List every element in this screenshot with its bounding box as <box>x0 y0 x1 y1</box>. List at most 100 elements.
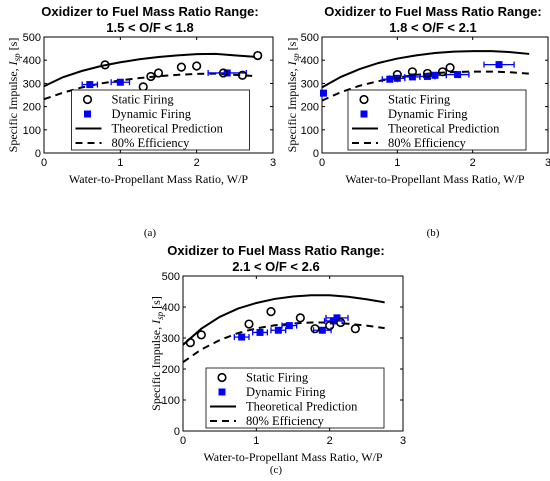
y-tick-label: 100 <box>23 125 41 137</box>
y-tick-label: 100 <box>162 395 180 407</box>
chart-title-line-2: 2.1 < O/F < 2.6 <box>232 259 319 274</box>
y-axis-label: Specific Impulse, Isp [s] <box>285 38 301 153</box>
static-firing-point <box>422 68 433 79</box>
static-firing-point <box>445 63 455 73</box>
static-firing-point <box>407 67 418 77</box>
x-tick-label: 2 <box>194 157 200 169</box>
legend-static-marker <box>359 94 369 105</box>
static-firing-point <box>437 67 448 77</box>
static-firing-point <box>153 68 164 78</box>
series-lines <box>322 50 530 102</box>
x-tick-label: 0 <box>319 157 325 169</box>
static-firing-point <box>237 70 248 80</box>
dynamic-firing-point <box>318 326 326 334</box>
legend-static-marker <box>217 372 227 383</box>
x-tick-label: 0 <box>180 435 186 447</box>
dynamic-firing-point <box>320 89 328 97</box>
x-tick-label: 1 <box>253 435 259 447</box>
y-axis-label-sub: sp <box>12 53 22 62</box>
y-tick-label: 200 <box>23 102 41 114</box>
dynamic-firing-point <box>408 73 416 81</box>
dynamic-firing-point <box>431 71 439 79</box>
x-axis-label: Water-to-Propellant Mass Ratio, W/P <box>345 172 525 186</box>
y-tick-label: 500 <box>301 32 319 44</box>
x-tick-label: 3 <box>545 157 550 169</box>
efficiency-80-line <box>183 321 385 364</box>
efficiency-80-line <box>44 72 254 101</box>
y-axis-label-unit: [s] <box>149 296 163 312</box>
static-firing-point <box>176 62 186 72</box>
y-axis-label-var: I <box>6 60 20 66</box>
theoretical-prediction-line <box>322 50 530 89</box>
x-tick-label: 0 <box>41 157 47 169</box>
legend-dynamic-label: Dynamic Firing <box>246 385 326 399</box>
panel-caption: (c) <box>270 464 283 476</box>
x-axis-label: Water-to-Propellant Mass Ratio, W/P <box>203 450 383 464</box>
static-firing-point <box>100 60 110 70</box>
panel-caption: (a) <box>144 227 157 239</box>
legend-theory-label: Theoretical Prediction <box>112 122 224 136</box>
x-tick-label: 2 <box>327 435 333 447</box>
y-axis-label-text: Specific Impulse, <box>6 65 20 152</box>
y-axis-label-var: I <box>149 319 163 325</box>
theoretical-prediction-line <box>44 52 254 88</box>
y-tick-label: 400 <box>162 302 180 314</box>
y-tick-label: 300 <box>301 78 319 90</box>
static-firing-point <box>266 307 276 317</box>
dynamic-firing-point <box>274 326 282 334</box>
dynamic-firing-point <box>256 328 264 336</box>
y-tick-label: 100 <box>301 125 319 137</box>
dynamic-firing-point <box>238 333 246 341</box>
legend-static-label: Static Firing <box>112 93 175 107</box>
y-axis-label: Specific Impulse, Isp [s] <box>6 38 22 153</box>
legend-eff-label: 80% Efficiency <box>388 136 467 150</box>
y-axis-label-sub: sp <box>291 53 301 62</box>
static-firing-point <box>392 69 402 80</box>
chart-title-line-1: Oxidizer to Fuel Mass Ratio Range: <box>41 4 258 19</box>
legend-theory-label: Theoretical Prediction <box>388 122 500 136</box>
legend-dynamic-marker <box>84 110 91 118</box>
chart-panel-2: Oxidizer to Fuel Mass Ratio Range:1.8 < … <box>285 4 550 239</box>
chart-title-line-1: Oxidizer to Fuel Mass Ratio Range: <box>324 4 541 19</box>
chart-panel-3: Oxidizer to Fuel Mass Ratio Range:2.1 < … <box>149 243 406 476</box>
y-tick-label: 0 <box>174 426 180 438</box>
y-tick-label: 0 <box>35 148 41 160</box>
y-tick-label: 200 <box>301 102 319 114</box>
static-firing-point <box>196 330 206 340</box>
chart-title-line-2: 1.8 < O/F < 2.1 <box>389 20 476 35</box>
plot-frame <box>43 36 274 154</box>
static-firing-point <box>350 324 360 334</box>
dynamic-firing-point <box>495 61 503 69</box>
legend-theory-label: Theoretical Prediction <box>246 400 358 414</box>
y-axis-label-text: Specific Impulse, <box>149 324 163 411</box>
y-axis-label-text: Specific Impulse, <box>285 65 299 152</box>
dynamic-firing-point <box>333 314 341 322</box>
dynamic-firing-point <box>329 317 337 325</box>
x-tick-label: 3 <box>270 157 276 169</box>
legend-static-label: Static Firing <box>388 93 451 107</box>
legend-box <box>205 367 385 429</box>
y-tick-label: 400 <box>23 55 41 67</box>
legend-dynamic-marker <box>218 388 226 396</box>
legend-static-marker <box>82 94 93 105</box>
static-firing-point <box>138 82 148 92</box>
x-tick-label: 1 <box>117 157 123 169</box>
legend-dynamic-label: Dynamic Firing <box>388 107 468 121</box>
static-firing-point <box>185 338 195 348</box>
legend-static-label: Static Firing <box>246 371 309 385</box>
dynamic-firing-point <box>285 322 293 330</box>
legend-eff-label: 80% Efficiency <box>112 136 191 150</box>
legend-box <box>347 89 527 151</box>
x-axis-label: Water-to-Propellant Mass Ratio, W/P <box>69 172 249 186</box>
y-tick-label: 500 <box>23 32 41 44</box>
chart-panel-1: Oxidizer to Fuel Mass Ratio Range:1.5 < … <box>6 4 276 239</box>
static-firing-point <box>325 321 335 331</box>
efficiency-80-line <box>322 70 530 102</box>
legend-box <box>71 89 250 151</box>
chart-title-line-2: 1.5 < O/F < 1.8 <box>106 20 193 35</box>
dynamic-firing-point <box>116 78 124 86</box>
